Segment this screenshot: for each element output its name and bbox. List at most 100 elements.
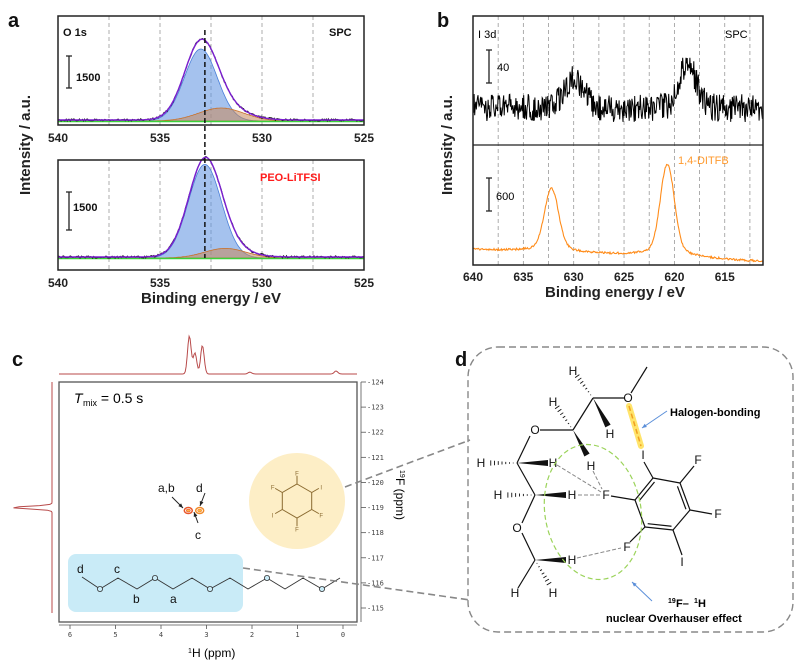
a-xlabel: Binding energy / eV	[141, 290, 281, 307]
x-tick-label: 640	[463, 270, 483, 284]
zoom-connector-line	[242, 567, 471, 601]
oxygen-atom	[263, 575, 270, 582]
x-tick-label: 0	[341, 631, 345, 639]
cross-peak-contour	[194, 506, 205, 515]
spc-i3d-trace	[472, 57, 764, 123]
d-noe-a: F–	[676, 598, 689, 610]
x-tick-label: 530	[252, 276, 272, 290]
bond	[672, 509, 691, 531]
b-top-scale-label: 40	[497, 62, 509, 74]
x-tick-label: 535	[150, 276, 170, 290]
a-top-core-label: O 1s	[63, 27, 87, 39]
b-xlabel: Binding energy / eV	[545, 284, 685, 301]
fit-component-2	[58, 107, 364, 122]
c-tmix-value: = 0.5 s	[97, 390, 143, 406]
plot-frame	[58, 381, 358, 623]
fluorine-atom: F	[602, 488, 609, 502]
panel-label-b: b	[437, 10, 449, 32]
b-top-core-label: I 3d	[478, 29, 496, 41]
c-chain-label-b: b	[133, 592, 140, 606]
c-ylabel: F (ppm)	[393, 478, 407, 520]
bond	[647, 523, 672, 527]
bond	[630, 366, 648, 394]
bond	[634, 477, 654, 501]
fluorine-atom: F	[623, 540, 630, 554]
hash-bond	[585, 387, 588, 390]
h1-projection-spectrum	[59, 334, 357, 375]
a-ylabel: Intensity / a.u.	[17, 95, 34, 195]
d-noe-b: H	[698, 598, 706, 610]
hash-bond	[539, 569, 543, 572]
zoom-connector-line	[344, 439, 471, 488]
y-tick-label: -124	[367, 379, 384, 387]
hash-bond	[559, 412, 564, 416]
bond	[516, 435, 531, 464]
fit-envelope	[58, 156, 364, 258]
hash-bond	[587, 390, 590, 393]
oxygen-atom	[318, 586, 325, 593]
x-tick-label: 6	[68, 631, 72, 639]
b-bottom-sample-label: 1,4-DITFB	[678, 155, 729, 167]
noe-arrow-head	[632, 582, 637, 587]
wedge-bond	[535, 492, 566, 498]
x-tick-label: 635	[513, 270, 533, 284]
y-tick-label: -115	[367, 605, 384, 613]
a-top-sample-label: SPC	[329, 27, 352, 39]
fit-envelope	[58, 38, 364, 121]
hash-bond	[562, 415, 566, 419]
c-peak-label-d: d	[196, 481, 203, 495]
bond	[634, 499, 646, 528]
hash-bond	[565, 419, 568, 422]
peo-highlight-box	[68, 554, 243, 612]
scale-bar-bottom	[486, 177, 492, 212]
cross-peak-contour	[186, 508, 191, 513]
cross-peak-contour	[183, 506, 194, 515]
x-tick-label: 540	[48, 131, 68, 145]
c-chain-label-c: c	[114, 562, 120, 576]
x-tick-label: 625	[614, 270, 634, 284]
arrow-c-head	[193, 512, 198, 517]
scale-bar	[66, 191, 72, 231]
c-peak-label-c: c	[195, 528, 201, 542]
hash-bond	[577, 377, 582, 381]
ring-atom-label: F	[295, 528, 299, 534]
d-noe-sup1: 19	[668, 598, 676, 605]
bond	[676, 486, 687, 510]
ring-atom-label: I	[272, 514, 274, 520]
ring-atom-label: F	[295, 472, 299, 478]
x-tick-label: 540	[48, 276, 68, 290]
wedge-bond	[535, 557, 566, 563]
iodine-atom: I	[641, 448, 644, 462]
scheme-dashed-frame	[467, 346, 794, 633]
halogen-bond-dashed-line	[628, 405, 642, 447]
hash-bond	[574, 374, 580, 379]
a-bottom-sample-label: PEO-LiTFSI	[260, 172, 321, 184]
x-tick-label: 4	[159, 631, 163, 639]
oxygen-atom	[206, 586, 213, 593]
hydrogen-atom: H	[569, 364, 578, 378]
x-tick-label: 530	[252, 131, 272, 145]
panel-label-a: a	[8, 10, 20, 32]
bond	[521, 494, 536, 524]
oxygen-atom: O	[623, 391, 632, 405]
substituent-bond	[311, 509, 320, 515]
b-ylabel: Intensity / a.u.	[439, 95, 456, 195]
wedge-bond	[517, 460, 548, 466]
y-tick-label: -121	[367, 454, 384, 462]
c-chain-label-d: d	[77, 562, 84, 576]
bond	[638, 481, 655, 502]
c-xlabel: H (ppm)	[192, 646, 235, 660]
hydrogen-atom: H	[549, 586, 558, 600]
bond	[679, 482, 691, 511]
hash-bond	[567, 422, 570, 425]
scale-bar	[66, 55, 72, 89]
ditfb-i3d-trace	[472, 163, 764, 263]
bond	[689, 509, 713, 515]
bond	[517, 559, 536, 589]
x-tick-label: 525	[354, 131, 374, 145]
halogen-bonding-arrow	[641, 410, 668, 429]
ring-atom-label: I	[320, 486, 322, 492]
hash-bond	[538, 565, 540, 568]
